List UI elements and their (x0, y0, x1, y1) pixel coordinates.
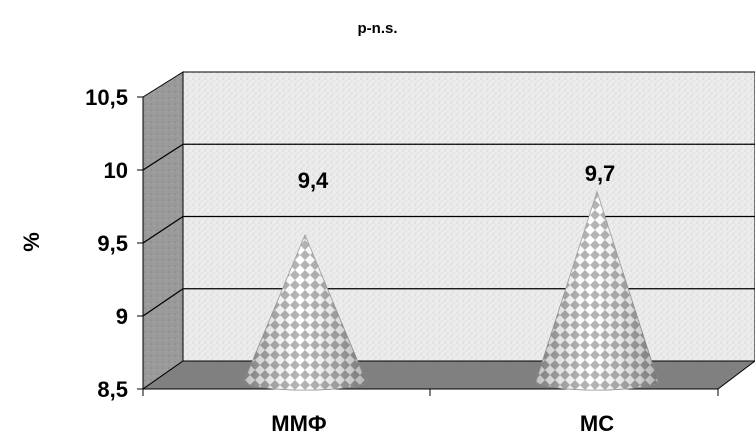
y-tick-label: 8,5 (97, 377, 128, 402)
x-category-label: МС (580, 411, 614, 436)
gridline-side (142, 288, 184, 317)
y-tick-label: 10,5 (85, 85, 128, 110)
data-label: 9,7 (585, 161, 616, 186)
x-category-label: ММФ (271, 411, 327, 436)
cone-shade (244, 234, 366, 390)
chart-title: p-n.s. (357, 20, 398, 37)
floor (141, 360, 755, 390)
y-tick-label: 9,5 (97, 231, 128, 256)
y-tick-label: 9 (116, 304, 128, 329)
cone-bar: 9,7 (535, 161, 659, 391)
gridline-side (142, 215, 184, 244)
y-tick-label: 10 (104, 158, 128, 183)
gridline-side (142, 143, 184, 171)
cone-shade (536, 191, 658, 390)
cone-bar: 9,4 (243, 168, 367, 391)
data-label: 9,4 (298, 168, 329, 193)
